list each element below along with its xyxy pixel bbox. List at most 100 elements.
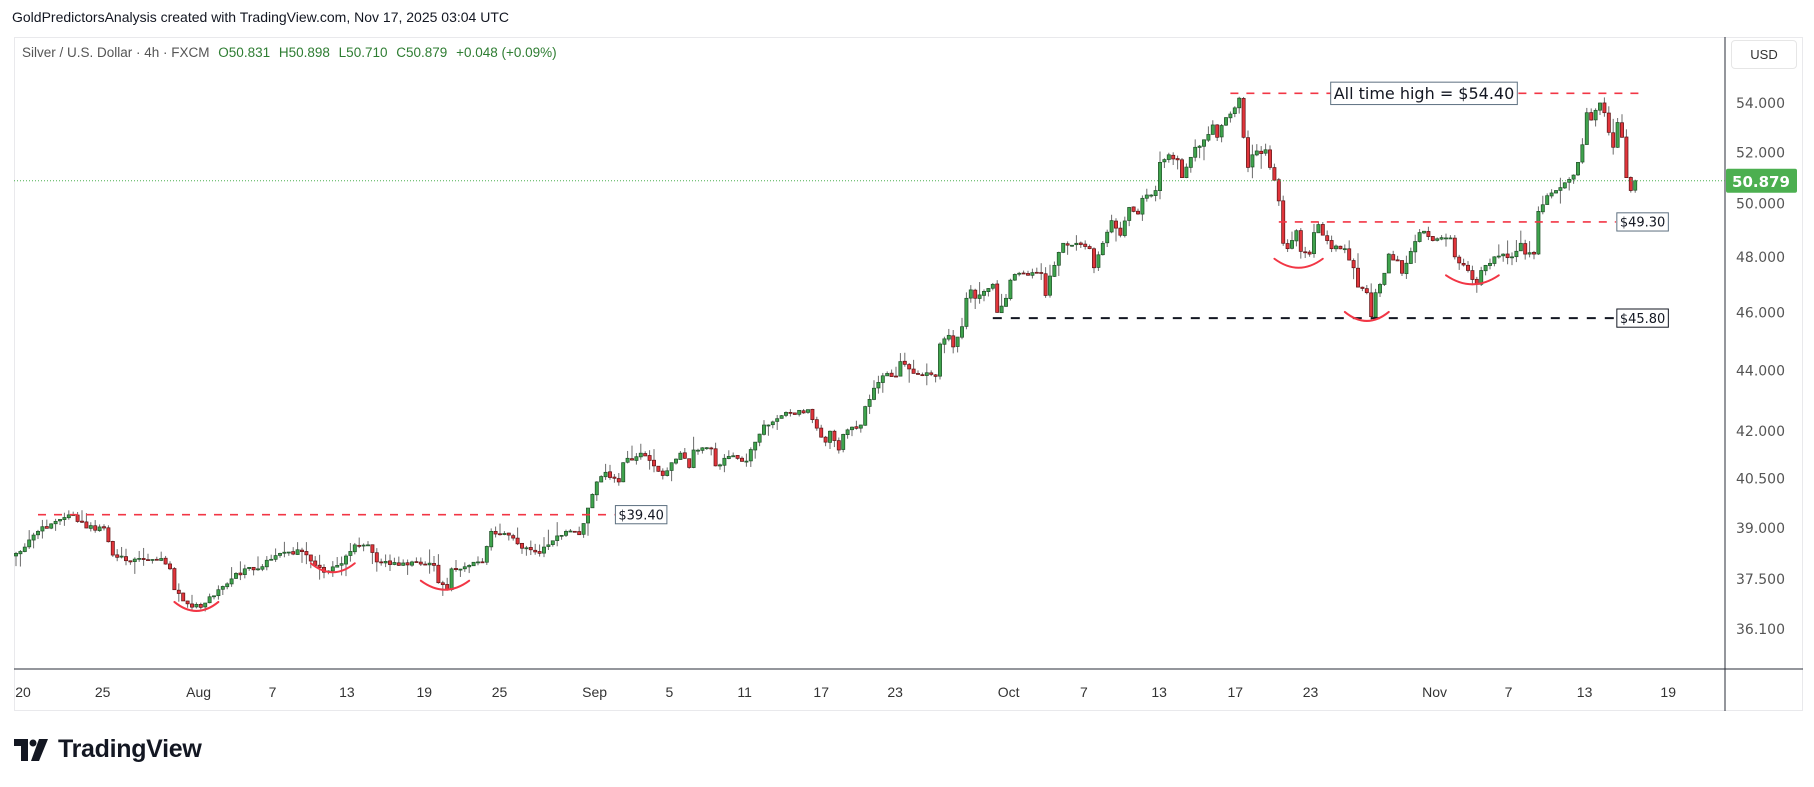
candle	[291, 547, 296, 556]
candle-body-down	[176, 589, 181, 594]
candle	[1065, 241, 1070, 255]
candle-body-down	[1131, 206, 1136, 212]
candle	[1342, 244, 1347, 254]
candle	[1087, 244, 1092, 250]
candle-body-down	[1118, 227, 1123, 236]
candle	[1210, 120, 1215, 135]
tradingview-logo[interactable]: TradingView	[14, 735, 202, 764]
candle-body-up	[383, 561, 388, 564]
symbol-legend: Silver / U.S. Dollar · 4h · FXCM O50.831…	[22, 45, 557, 60]
candle	[181, 592, 186, 602]
candle	[612, 474, 617, 483]
candle	[392, 557, 397, 566]
candle	[163, 555, 168, 565]
candle	[546, 529, 551, 550]
candle-body-down	[1347, 248, 1352, 261]
candle	[27, 530, 32, 549]
candle-body-up	[194, 604, 199, 608]
candle-body-down	[814, 419, 819, 429]
candle	[863, 405, 868, 426]
candle-body-down	[616, 478, 621, 483]
candle	[709, 446, 714, 456]
candle-body-down	[1246, 137, 1250, 168]
candle-body-down	[388, 560, 392, 565]
candle	[1329, 235, 1334, 253]
candle-body-down	[537, 551, 542, 554]
candle-body-down	[1215, 124, 1220, 138]
candle-body-down	[440, 582, 445, 586]
candle	[374, 548, 379, 572]
candle-body-down	[115, 554, 120, 558]
candle	[1325, 230, 1330, 245]
chart-panel[interactable]	[14, 37, 1803, 711]
candle-body-up	[427, 562, 432, 566]
candle-body-down	[506, 532, 511, 536]
candle-body-up	[1232, 107, 1237, 114]
candle	[1386, 252, 1391, 274]
candle	[1263, 143, 1268, 156]
level-label-box	[1616, 308, 1669, 328]
candle-body-down	[608, 471, 612, 478]
candle-body-down	[907, 364, 912, 370]
candle	[1584, 107, 1589, 145]
candle-body-down	[185, 600, 190, 605]
candle	[154, 556, 159, 561]
candle-body-up	[1263, 149, 1268, 154]
candle-body-up	[159, 558, 164, 561]
candle-body-down	[995, 283, 1000, 313]
time-tick-label: Sep	[582, 684, 607, 700]
candle-body-down	[1272, 167, 1277, 181]
candle	[1184, 163, 1189, 179]
candle	[366, 541, 370, 547]
candle-body-down	[1285, 243, 1290, 250]
candle-body-up	[621, 462, 626, 483]
candle-body-up	[863, 406, 868, 426]
candle	[1580, 138, 1585, 164]
candle-body-up	[542, 546, 546, 554]
candle-body-up	[269, 558, 274, 561]
candle-body-down	[154, 558, 159, 561]
candle-body-down	[819, 427, 824, 438]
candle	[775, 414, 780, 430]
time-tick-label: 7	[1505, 684, 1513, 700]
candle	[1281, 195, 1286, 246]
candle-body-up	[410, 561, 414, 566]
symbol-title[interactable]: Silver / U.S. Dollar · 4h · FXCM	[22, 45, 210, 60]
candle	[533, 543, 538, 555]
candle	[357, 537, 362, 549]
candle	[1496, 244, 1501, 259]
candle	[1078, 241, 1083, 248]
candle	[964, 292, 969, 330]
candle-body-down	[1356, 267, 1360, 288]
candle-body-up	[1514, 250, 1519, 258]
candle-body-up	[779, 415, 784, 419]
candle	[1400, 260, 1404, 277]
candle-body-up	[1162, 159, 1167, 163]
candle	[1593, 108, 1598, 127]
candle	[858, 424, 863, 433]
candle-body-up	[1070, 244, 1074, 247]
candle	[1202, 139, 1206, 161]
candle	[1351, 258, 1356, 280]
candle	[159, 551, 164, 562]
candle-body-down	[520, 542, 524, 549]
candle	[599, 475, 604, 483]
currency-button[interactable]: USD	[1731, 40, 1797, 69]
candle	[1127, 206, 1132, 227]
candle	[286, 551, 291, 556]
candle	[1576, 162, 1580, 177]
candle	[344, 554, 348, 577]
candle-body-up	[872, 387, 876, 400]
candle	[383, 554, 388, 568]
candle-body-up	[1290, 240, 1294, 249]
candle	[1166, 152, 1171, 163]
price-tick-label: 54.000	[1736, 96, 1785, 112]
candle-body-down	[1180, 159, 1184, 178]
candle	[1294, 229, 1299, 247]
candle	[449, 567, 454, 592]
candle-body-up	[1501, 253, 1506, 257]
candle-body-down	[1360, 286, 1365, 289]
candle	[643, 451, 648, 457]
ohlc-high: H50.898	[278, 45, 330, 60]
